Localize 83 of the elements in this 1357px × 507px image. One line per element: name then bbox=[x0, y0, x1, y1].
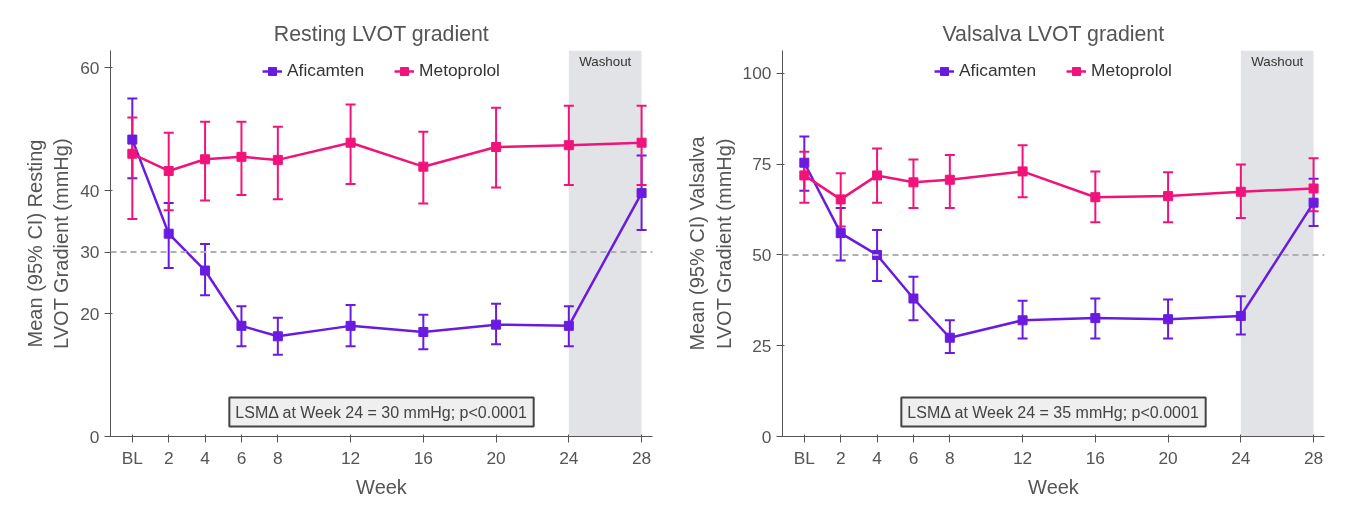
point bbox=[636, 137, 647, 148]
point bbox=[1090, 192, 1101, 203]
x-tick-label: 20 bbox=[486, 447, 506, 468]
y-tick-label: 40 bbox=[80, 180, 100, 201]
x-axis-title: Week bbox=[356, 475, 408, 498]
x-tick-label: 2 bbox=[835, 447, 846, 468]
chart-title: Resting LVOT gradient bbox=[273, 21, 489, 46]
annotation: LSMΔ at Week 24 = 35 mmHg; p<0.0001 bbox=[907, 403, 1199, 421]
legend-label: Metoprolol bbox=[1091, 60, 1172, 81]
point bbox=[1017, 315, 1028, 326]
x-tick-label: 6 bbox=[908, 447, 919, 468]
point bbox=[1235, 310, 1246, 321]
point bbox=[418, 161, 429, 172]
x-tick-label: BL bbox=[121, 447, 144, 468]
x-tick-label: 4 bbox=[872, 447, 883, 468]
y-tick-label: 50 bbox=[752, 244, 772, 265]
point bbox=[418, 327, 429, 338]
y-tick-label: 60 bbox=[80, 57, 100, 78]
point bbox=[908, 177, 919, 188]
chart-title: Valsalva LVOT gradient bbox=[942, 21, 1165, 46]
point bbox=[636, 188, 647, 199]
x-tick-label: 24 bbox=[1231, 447, 1251, 468]
point bbox=[1163, 191, 1174, 202]
point bbox=[345, 320, 356, 331]
legend-label: Aficamten bbox=[287, 60, 365, 81]
point bbox=[563, 140, 574, 151]
point bbox=[200, 265, 211, 276]
point bbox=[1308, 183, 1319, 194]
y-tick-label: 30 bbox=[80, 242, 100, 263]
point bbox=[872, 170, 883, 181]
point bbox=[944, 174, 955, 185]
x-tick-label: 2 bbox=[163, 447, 174, 468]
point bbox=[799, 170, 810, 181]
point bbox=[563, 320, 574, 331]
x-tick-label: 4 bbox=[200, 447, 211, 468]
point bbox=[272, 331, 283, 342]
point bbox=[163, 165, 174, 176]
point bbox=[1090, 313, 1101, 324]
point bbox=[127, 134, 138, 145]
y-axis-title: Mean (95% CI) Valsalva LVOT Gradient (mmHg) bbox=[686, 135, 735, 351]
y-tick-label: 75 bbox=[752, 154, 772, 175]
point bbox=[799, 157, 810, 168]
point bbox=[345, 137, 356, 148]
point bbox=[491, 319, 502, 330]
y-tick-label: 0 bbox=[761, 426, 772, 447]
y-axis-title: Mean (95% CI) Resting LVOT Gradient (mmHg) bbox=[23, 138, 73, 349]
x-tick-label: 8 bbox=[945, 447, 955, 468]
y-tick-label: 100 bbox=[742, 63, 772, 84]
y-tick-label: 0 bbox=[89, 426, 100, 447]
point bbox=[491, 142, 502, 152]
point bbox=[944, 332, 955, 343]
point bbox=[1017, 166, 1028, 177]
legend-label: Metoprolol bbox=[419, 60, 500, 81]
x-tick-label: 24 bbox=[559, 447, 579, 468]
point bbox=[1308, 197, 1319, 208]
y-tick-label: 25 bbox=[752, 335, 772, 356]
x-axis-title: Week bbox=[1028, 475, 1080, 498]
point bbox=[163, 228, 174, 239]
annotation: LSMΔ at Week 24 = 30 mmHg; p<0.0001 bbox=[235, 403, 527, 421]
x-tick-label: 12 bbox=[340, 447, 361, 468]
x-tick-label: 28 bbox=[631, 447, 652, 468]
point bbox=[1235, 186, 1246, 197]
point bbox=[200, 154, 211, 165]
x-tick-label: 16 bbox=[1085, 447, 1105, 468]
point bbox=[236, 320, 247, 331]
x-tick-label: 16 bbox=[413, 447, 433, 468]
point bbox=[835, 194, 846, 205]
band-label: Washout bbox=[579, 53, 632, 69]
y-tick-label: 20 bbox=[80, 303, 100, 324]
legend-label: Aficamten bbox=[959, 60, 1037, 81]
point bbox=[127, 148, 138, 159]
point bbox=[272, 154, 283, 165]
point bbox=[236, 151, 247, 162]
x-tick-label: 6 bbox=[236, 447, 247, 468]
x-tick-label: 28 bbox=[1303, 447, 1324, 468]
point bbox=[1163, 314, 1174, 325]
band-label: Washout bbox=[1251, 53, 1304, 69]
x-tick-label: 20 bbox=[1158, 447, 1178, 468]
point bbox=[908, 293, 919, 304]
x-tick-label: BL bbox=[793, 447, 816, 468]
x-tick-label: 12 bbox=[1012, 447, 1033, 468]
x-tick-label: 8 bbox=[273, 447, 283, 468]
point bbox=[835, 228, 846, 239]
